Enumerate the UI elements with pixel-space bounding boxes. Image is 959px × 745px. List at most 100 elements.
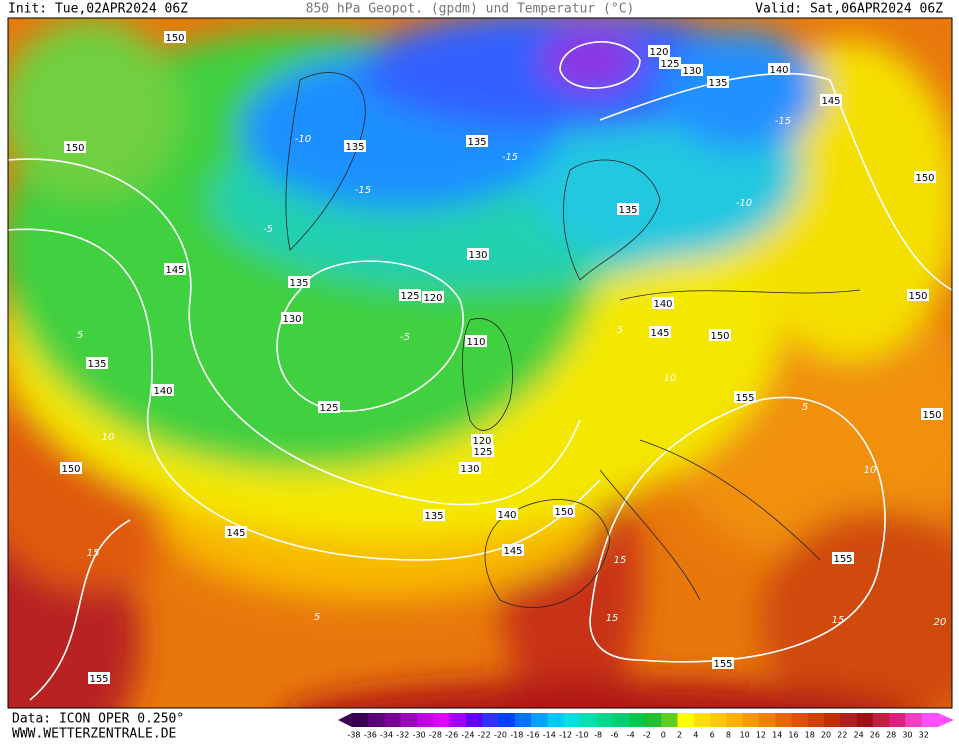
label-box [422,291,444,303]
colorbar-swatch [498,713,516,727]
colorbar-swatch [433,713,451,727]
temperature-label: -15 [502,152,518,163]
geopotential-label: 120 [649,47,668,58]
colorbar-swatch [758,713,776,727]
map-frame [7,17,953,709]
label-box [225,526,247,538]
temperature-label: 5 [617,325,623,336]
geopotential-label: 145 [650,328,669,339]
label-box [648,45,670,57]
temperature-label: 5 [314,612,320,623]
label-box [707,76,729,88]
label-box [496,508,518,520]
colorbar-swatch [726,713,744,727]
colorbar-swatch [889,713,906,727]
geopotential-label: 150 [65,143,84,154]
geopotential-label: 135 [289,278,308,289]
geopotential-label: 130 [282,314,301,325]
temperature-label: 15 [614,555,627,566]
label-box [164,263,186,275]
colorbar-label: 4 [693,731,698,740]
colorbar-label: -2 [643,731,651,740]
label-box [659,57,681,69]
label-box [553,505,575,517]
label-box [681,64,703,76]
label-box [832,552,854,564]
temperature-label: 20 [934,617,947,628]
colorbar-label: 22 [837,731,847,740]
label-box [502,544,524,556]
colorbar-label: -10 [575,731,588,740]
colorbar-label: 2 [677,731,682,740]
geopotential-label: 130 [460,464,479,475]
colorbar-label: -32 [396,731,409,740]
label-box [288,276,310,288]
temperature-label: 5 [802,402,808,413]
colorbar-swatch [579,713,597,727]
geopotential-label: 140 [153,386,172,397]
geopotential-label: 130 [682,66,701,77]
colorbar-label: -26 [445,731,458,740]
geopotential-label: 145 [226,528,245,539]
label-box [152,384,174,396]
geopotential-label: 150 [165,33,184,44]
temperature-label: 10 [864,465,877,476]
geopotential-label: 155 [713,659,732,670]
geopotential-label: 120 [472,436,491,447]
colorbar-label: -22 [478,731,491,740]
label-box [465,335,487,347]
geopotential-label: 150 [710,331,729,342]
contours [8,41,952,701]
colorbar-label: 18 [805,731,815,740]
colorbar-label: 26 [870,731,880,740]
geopotential-label: 155 [833,554,852,565]
map-title: 850 hPa Geopot. (gpdm) und Temperatur (°… [306,2,635,17]
valid-time: Valid: Sat,06APR2024 06Z [755,2,943,17]
temperature-label: -5 [263,224,273,235]
geopotential-label: 150 [922,410,941,421]
label-box [60,462,82,474]
label-box [712,657,734,669]
colorbar-label: -6 [610,731,618,740]
colorbar-label: -24 [461,731,474,740]
colorbar-swatch [482,713,499,727]
colorbar-swatch [531,713,548,727]
geopotential-label: 135 [708,78,727,89]
geopotential-label: 155 [89,674,108,685]
temperature-label: -15 [775,116,791,127]
colorbar-label: -34 [380,731,393,740]
data-source: Data: ICON OPER 0.250° [12,712,184,727]
temperature-label: 15 [87,548,100,559]
colorbar-swatch [514,713,532,727]
temperature-label: -15 [355,185,371,196]
label-box [467,248,489,260]
colorbar-label: -16 [527,731,540,740]
label-box [399,289,421,301]
colorbar-label: 32 [919,731,929,740]
geopotential-label: 135 [467,137,486,148]
colorbar-swatch [547,713,565,727]
colorbar-label: -20 [494,731,507,740]
label-box [318,401,340,413]
geopotential-label: 145 [503,546,522,557]
colorbar-label: 24 [854,731,864,740]
label-box [617,203,639,215]
label-box [768,63,790,75]
geopotential-label: 135 [424,511,443,522]
colorbar-swatch [352,713,369,727]
temperature-label: 15 [832,615,845,626]
label-box [423,509,445,521]
geopotential-label: 125 [473,447,492,458]
colorbar-swatch [645,713,662,727]
colorbar-label: 8 [726,731,731,740]
geopotential-label: 145 [821,96,840,107]
geopotential-label: 135 [345,142,364,153]
label-box [164,31,186,43]
colorbar-label: -36 [364,731,377,740]
colorbar-label: -18 [510,731,523,740]
label-box [281,312,303,324]
colorbar-label: -8 [594,731,602,740]
colorbar-swatch [840,713,858,727]
